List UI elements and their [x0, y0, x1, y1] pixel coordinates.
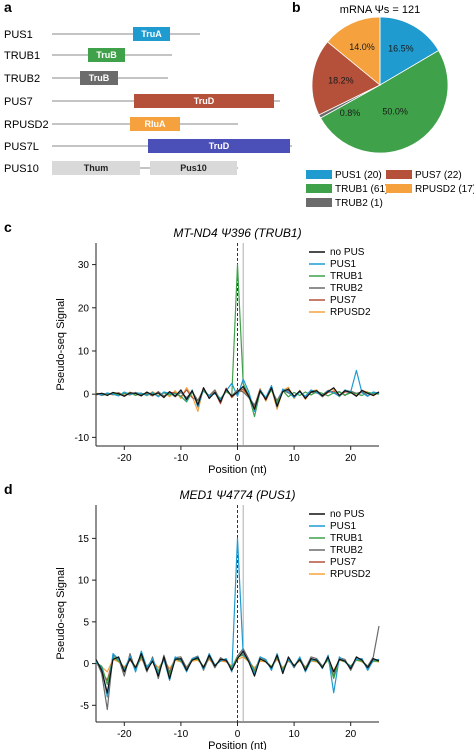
y-tick-label: 20	[78, 303, 90, 314]
legend-label: PUS7	[330, 557, 357, 568]
protein-rpusd2-domain-rlua	[130, 117, 180, 131]
protein-trub2-domain-trub	[80, 71, 118, 85]
y-tick-label: 5	[83, 617, 89, 628]
legend-label: no PUS	[330, 509, 365, 520]
legend-label: PUS7 (22)	[415, 170, 462, 181]
pie-slice-rpusd2	[326, 16, 381, 86]
pie-legend: PUS1 (20) PUS7 (22) TRUB1 (61) RPUSD2 (17) T…	[306, 170, 474, 209]
pie-slice-label: 16.5%	[388, 43, 414, 53]
x-tick-label: 10	[289, 453, 301, 464]
x-tick-label: -10	[174, 453, 189, 464]
x-tick-label: 20	[345, 453, 357, 464]
pie-slice-label: 50.0%	[382, 107, 408, 117]
protein-rpusd2-label: RPUSD2	[4, 119, 49, 131]
legend-label: TRUB1	[330, 533, 363, 544]
x-tick-label: -20	[117, 453, 132, 464]
legend-label: PUS1 (20)	[335, 170, 382, 181]
y-tick-label: -5	[80, 701, 89, 712]
panel-letter-a: a	[4, 0, 12, 15]
protein-pus10-domain-pus10	[150, 161, 237, 175]
legend-label: TRUB2	[330, 545, 363, 556]
protein-trub2-domain-label: TruB	[89, 73, 110, 83]
protein-rpusd2-domain-label: RluA	[145, 119, 166, 129]
legend-label: no PUS	[330, 247, 365, 258]
x-tick-label: 20	[345, 729, 357, 740]
pie-slice-label: 18.2%	[328, 75, 354, 85]
x-tick-label: -10	[174, 729, 189, 740]
protein-pus1-domain-trua	[133, 27, 170, 41]
y-tick-label: 0	[83, 659, 89, 670]
panel-letter-c: c	[4, 219, 12, 235]
protein-pus7-domain-label: TruD	[194, 96, 215, 106]
pie-slice-trub1	[319, 49, 449, 154]
protein-pus7l-label: PUS7L	[4, 141, 39, 153]
pie-slice-pus7	[311, 41, 381, 116]
y-tick-label: 15	[78, 534, 90, 545]
protein-pus7-label: PUS7	[4, 96, 33, 108]
x-axis-label: Position (nt)	[208, 740, 267, 750]
legend-label: PUS1	[330, 521, 357, 532]
x-tick-label: 0	[235, 729, 241, 740]
y-axis-label: Pseudo-seq Signal	[55, 567, 67, 659]
legend-swatch	[386, 184, 412, 193]
y-tick-label: 10	[78, 346, 90, 357]
legend-label: PUS1	[330, 259, 357, 270]
legend-swatch	[306, 198, 332, 207]
legend-label: TRUB2	[330, 283, 363, 294]
x-tick-label: 10	[289, 729, 301, 740]
pie-chart: 16.5% 50.0% 0.8% 18.2% 14.0%	[311, 16, 449, 154]
line-chart-mt-nd4: MT-ND4 Ψ396 (TRUB1) -20 -10 0 10 20 -10 0 10 20 30…	[55, 226, 380, 476]
protein-pus10-domain-thum	[52, 161, 140, 175]
legend-label: RPUSD2 (17)	[415, 184, 474, 195]
protein-trub2-label: TRUB2	[4, 73, 40, 85]
protein-trub1-label: TRUB1	[4, 50, 40, 62]
pie-slice-pus1	[379, 16, 440, 86]
plot-title: MED1 Ψ4774 (PUS1)	[179, 488, 295, 502]
y-tick-label: 30	[78, 260, 90, 271]
legend-swatch	[386, 170, 412, 179]
protein-pus1-domain-label: TruA	[141, 29, 162, 39]
domain-diagram: PUS1 TruA TRUB1 TruB TRUB2 TruB PUS7 TruD RPUSD2…	[4, 27, 292, 175]
legend-label: PUS7	[330, 295, 357, 306]
x-axis-label: Position (nt)	[208, 464, 267, 476]
legend-swatch	[306, 170, 332, 179]
plot-title: MT-ND4 Ψ396 (TRUB1)	[173, 226, 301, 240]
legend-label: RPUSD2	[330, 569, 371, 580]
y-tick-label: 10	[78, 576, 90, 587]
series-line-no-pus	[95, 650, 380, 694]
protein-pus7-domain-trud	[134, 94, 274, 108]
protein-pus10-domain-label: Pus10	[180, 163, 207, 173]
x-tick-label: -20	[117, 729, 132, 740]
x-tick-label: 0	[235, 453, 241, 464]
protein-pus10-domain-label: Thum	[84, 163, 109, 173]
protein-pus10-label: PUS10	[4, 163, 39, 175]
protein-trub1-domain-label: TruB	[96, 50, 117, 60]
legend-label: RPUSD2	[330, 307, 371, 318]
legend-label: TRUB2 (1)	[335, 198, 383, 209]
pie-title: mRNA Ψs = 121	[340, 4, 420, 16]
y-axis-label: Pseudo-seq Signal	[55, 298, 67, 390]
pie-slice-label: 0.8%	[340, 108, 361, 118]
legend-label: TRUB1	[330, 271, 363, 282]
panel-letter-b: b	[292, 0, 301, 15]
y-tick-label: -10	[75, 433, 90, 444]
panel-letter-d: d	[4, 481, 13, 497]
protein-pus1-label: PUS1	[4, 29, 33, 41]
protein-pus7l-domain-label: TruD	[209, 141, 230, 151]
line-chart-med1: MED1 Ψ4774 (PUS1) -20 -10 0 10 20 -5 0 5 10 15 Posi…	[55, 488, 380, 750]
protein-pus7l-domain-trud	[148, 139, 290, 153]
series-line-no-pus	[95, 385, 380, 410]
legend-swatch	[306, 184, 332, 193]
legend-label: TRUB1 (61)	[335, 184, 388, 195]
series-line-pus1	[95, 537, 380, 698]
pie-slice-label: 14.0%	[349, 42, 375, 52]
y-tick-label: 0	[83, 390, 89, 401]
protein-trub1-domain-trub	[88, 48, 125, 62]
